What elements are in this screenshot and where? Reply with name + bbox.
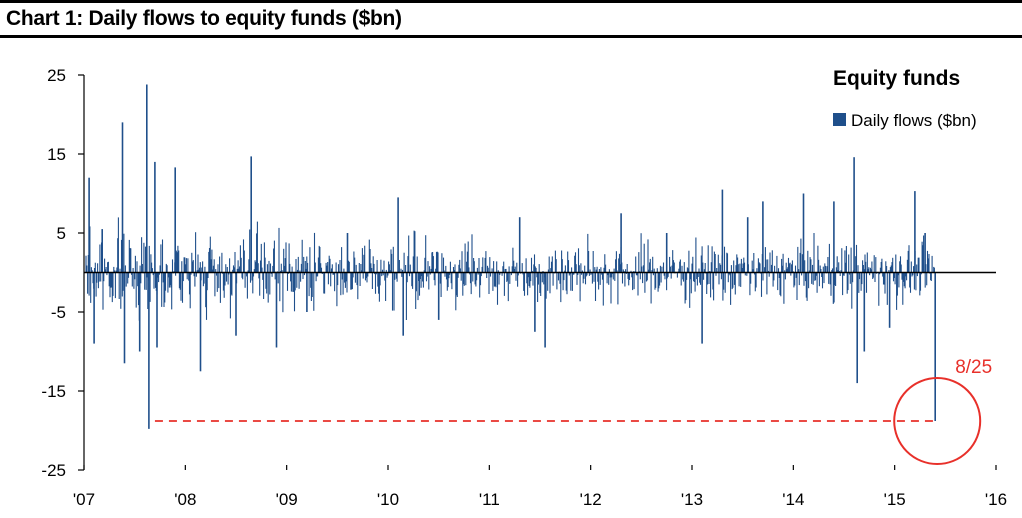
- y-tick-label: 15: [47, 145, 66, 164]
- x-tick-label: '15: [884, 490, 906, 509]
- annotation-label: 8/25: [955, 357, 992, 378]
- y-ticks-group: 25 15 5 -5 -15 -25: [41, 66, 84, 480]
- y-tick-label: 25: [47, 66, 66, 85]
- chart-title: Chart 1: Daily flows to equity funds ($b…: [6, 7, 402, 30]
- title-bar: Chart 1: Daily flows to equity funds ($b…: [0, 0, 1022, 38]
- bars-group: [85, 84, 937, 429]
- x-tick-label: '09: [276, 490, 298, 509]
- x-tick-label: '10: [377, 490, 399, 509]
- y-tick-label: -5: [51, 303, 66, 322]
- legend-swatch: [833, 113, 846, 126]
- annotation-group: 8/25: [893, 357, 992, 466]
- x-tick-label: '08: [174, 490, 196, 509]
- x-tick-label: '13: [681, 490, 703, 509]
- x-tick-label: '14: [782, 490, 804, 509]
- x-ticks-group: '07 '08 '09 '10 '11 '12 '13 '14 '15 '16: [73, 465, 1007, 509]
- chart: 25 15 5 -5 -15 -25 '07 '08 '09 '10 '11 '12 '13 '14 '1…: [41, 66, 1007, 509]
- legend-label-daily-flows: Daily flows ($bn): [851, 111, 977, 130]
- legend: Equity funds Daily flows ($bn): [833, 67, 977, 130]
- x-tick-label: '12: [580, 490, 602, 509]
- y-tick-label: -25: [41, 461, 66, 480]
- y-tick-label: -15: [41, 382, 66, 401]
- legend-title: Equity funds: [833, 67, 960, 90]
- annotation-circle: [893, 377, 982, 466]
- x-tick-label: '16: [985, 490, 1007, 509]
- axes-group: [83, 75, 996, 470]
- y-tick-label: 5: [57, 224, 66, 243]
- x-tick-label: '11: [479, 490, 500, 509]
- x-tick-label: '07: [73, 490, 95, 509]
